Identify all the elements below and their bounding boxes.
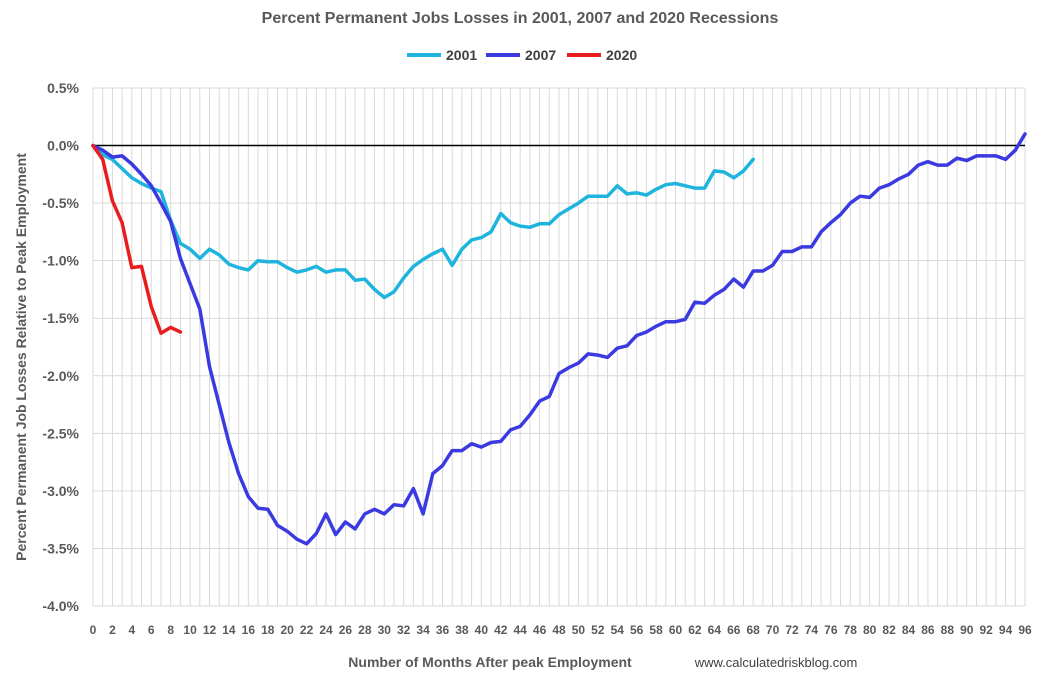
x-tick-label: 82: [882, 623, 896, 637]
series-line-2007: [91, 132, 1027, 546]
x-tick-label: 42: [494, 623, 508, 637]
x-axis-ticks: 0 2 4 6 8 10 12 14 16 18 20 22 24 26 28 30 32 34 36 38 40 42 4…: [90, 623, 1032, 637]
x-tick-label: 26: [339, 623, 353, 637]
x-tick-label: 46: [533, 623, 547, 637]
x-tick-label: 52: [591, 623, 605, 637]
x-tick-label: 16: [242, 623, 256, 637]
x-tick-label: 74: [805, 623, 819, 637]
x-tick-label: 54: [611, 623, 625, 637]
x-tick-label: 18: [261, 623, 275, 637]
y-tick-label: -0.5%: [42, 195, 79, 211]
x-tick-label: 2: [109, 623, 116, 637]
y-tick-label: -1.0%: [42, 253, 79, 269]
x-tick-label: 20: [280, 623, 294, 637]
x-tick-label: 44: [513, 623, 527, 637]
x-tick-label: 6: [148, 623, 155, 637]
legend-label-2020: 2020: [606, 47, 637, 63]
x-tick-label: 36: [436, 623, 450, 637]
x-tick-label: 58: [649, 623, 663, 637]
x-tick-label: 50: [572, 623, 586, 637]
x-tick-label: 8: [167, 623, 174, 637]
y-tick-label: -4.0%: [42, 598, 79, 614]
x-tick-label: 66: [727, 623, 741, 637]
x-tick-label: 76: [824, 623, 838, 637]
x-tick-label: 4: [128, 623, 135, 637]
x-tick-label: 30: [378, 623, 392, 637]
x-tick-label: 70: [766, 623, 780, 637]
x-tick-label: 38: [455, 623, 469, 637]
y-tick-label: -3.0%: [42, 483, 79, 499]
series-line-2020: [91, 143, 183, 335]
y-axis-label: Percent Permanent Job Losses Relative to…: [13, 153, 29, 561]
x-tick-label: 90: [960, 623, 974, 637]
x-tick-label: 64: [708, 623, 722, 637]
x-tick-label: 84: [902, 623, 916, 637]
x-tick-label: 80: [863, 623, 877, 637]
grid: [92, 87, 1026, 607]
legend-label-2007: 2007: [525, 47, 556, 63]
source-credit: www.calculatedriskblog.com: [694, 655, 858, 670]
x-tick-label: 24: [319, 623, 333, 637]
x-tick-label: 88: [941, 623, 955, 637]
chart-title: Percent Permanent Jobs Losses in 2001, 2…: [262, 10, 779, 27]
x-tick-label: 78: [844, 623, 858, 637]
y-tick-label: 0.5%: [47, 80, 79, 96]
x-tick-label: 96: [1018, 623, 1032, 637]
x-tick-label: 40: [475, 623, 489, 637]
x-tick-label: 34: [416, 623, 430, 637]
x-tick-label: 86: [921, 623, 935, 637]
x-tick-label: 12: [203, 623, 217, 637]
x-tick-label: 62: [688, 623, 702, 637]
x-tick-label: 68: [746, 623, 760, 637]
series-lines: [91, 132, 1027, 546]
x-axis-label: Number of Months After peak Employment: [348, 654, 632, 670]
x-tick-label: 14: [222, 623, 236, 637]
x-tick-label: 10: [183, 623, 197, 637]
x-tick-label: 0: [90, 623, 97, 637]
y-tick-label: 0.0%: [47, 138, 79, 154]
x-tick-label: 94: [999, 623, 1013, 637]
x-tick-label: 72: [785, 623, 799, 637]
y-tick-label: -2.0%: [42, 368, 79, 384]
x-tick-label: 56: [630, 623, 644, 637]
x-tick-label: 28: [358, 623, 372, 637]
series-line-2001: [91, 143, 755, 300]
x-tick-label: 22: [300, 623, 314, 637]
y-tick-label: -3.5%: [42, 540, 79, 556]
y-tick-label: -1.5%: [42, 310, 79, 326]
legend-label-2001: 2001: [446, 47, 477, 63]
y-tick-label: -2.5%: [42, 425, 79, 441]
legend: 2001 2007 2020: [407, 47, 637, 63]
x-tick-label: 48: [552, 623, 566, 637]
x-tick-label: 92: [979, 623, 993, 637]
x-tick-label: 60: [669, 623, 683, 637]
y-axis-ticks: 0.5% 0.0% -0.5% -1.0% -1.5% -2.0% -2.5% -3.0% -3…: [42, 80, 79, 614]
x-tick-label: 32: [397, 623, 411, 637]
